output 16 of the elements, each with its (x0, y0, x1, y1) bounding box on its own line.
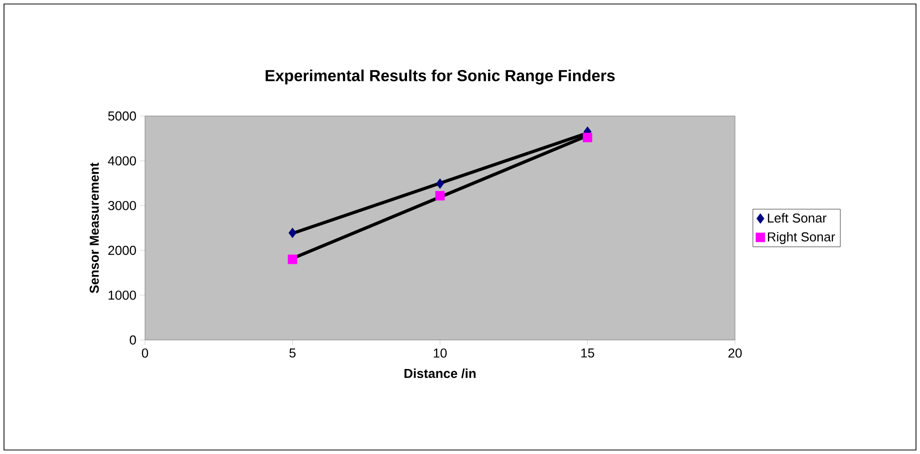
legend-label: Left Sonar (768, 213, 826, 223)
x-tick-label: 10 (434, 348, 447, 358)
y-tick-label: 5000 (108, 111, 136, 121)
y-axis-title: Sensor Measurement (90, 162, 99, 294)
x-tick-label: 15 (581, 348, 594, 358)
y-tick-label: 0 (130, 335, 136, 345)
x-tick-label: 0 (142, 348, 148, 358)
legend-label: Right Sonar (768, 232, 836, 244)
x-axis-title: Distance /in (404, 368, 476, 378)
y-tick-label: 3000 (108, 200, 136, 210)
x-tick-label: 20 (728, 348, 742, 358)
y-tick-label: 4000 (108, 156, 136, 166)
y-tick-label: 2000 (108, 246, 136, 255)
chart-title: Experimental Results for Sonic Range Finders (266, 70, 615, 84)
y-tick-label: 1000 (108, 290, 136, 300)
x-tick-label: 5 (289, 348, 296, 358)
